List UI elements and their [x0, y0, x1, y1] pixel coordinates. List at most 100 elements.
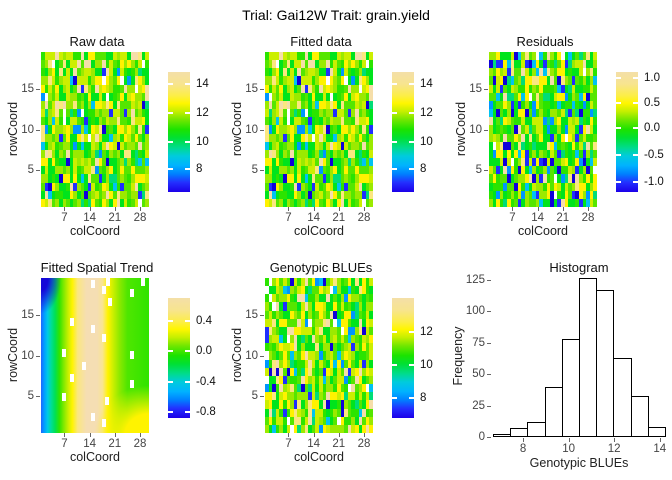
heatmap-cell — [138, 52, 143, 61]
heatmap-cell — [268, 294, 273, 303]
heatmap-cell — [535, 100, 540, 110]
heatmap-cell — [283, 351, 287, 360]
y-tick-mark — [36, 396, 40, 398]
heatmap-cell — [308, 100, 313, 110]
heatmap-cell — [535, 60, 540, 69]
heatmap-cell — [134, 92, 139, 102]
heatmap-cell — [575, 84, 580, 94]
heatmap-cell — [579, 198, 583, 207]
y-tick-mark — [487, 374, 491, 376]
heatmap-cell — [134, 109, 139, 118]
heatmap-cell — [362, 416, 367, 426]
heatmap-cell — [589, 68, 594, 77]
heatmap-cell — [496, 182, 501, 192]
heatmap-cell — [283, 343, 287, 352]
heatmap-cell — [510, 109, 515, 118]
legend-tick-mark — [168, 111, 173, 114]
heatmap-cell — [297, 343, 302, 352]
heatmap-cell — [329, 149, 334, 159]
heatmap-cell — [347, 52, 352, 61]
heatmap-cell — [66, 76, 71, 86]
heatmap-cell — [113, 158, 117, 167]
heatmap-cell — [326, 408, 331, 418]
heatmap-cell — [369, 278, 373, 287]
heatmap-cell — [499, 190, 504, 200]
heatmap-cell — [55, 190, 60, 200]
heatmap-cell — [589, 166, 594, 175]
heatmap-cell — [532, 166, 537, 175]
heatmap-cell — [272, 52, 277, 61]
heatmap-cell — [290, 166, 295, 175]
heatmap-cell — [286, 141, 291, 151]
heatmap-cell — [69, 92, 74, 102]
x-axis-label: colCoord — [69, 224, 121, 238]
heatmap-cell — [326, 84, 331, 94]
heatmap-cell — [283, 109, 287, 118]
color-legend: 12 10 8 — [392, 298, 433, 418]
legend-tick-label: -0.8 — [196, 406, 216, 418]
heatmap-cell — [59, 149, 63, 159]
heatmap-cell — [268, 343, 273, 352]
heatmap-cell — [297, 392, 302, 401]
heatmap-cell — [66, 117, 71, 126]
heatmap-cell — [73, 117, 78, 126]
heatmap-cell — [351, 149, 356, 159]
heatmap-cell — [109, 190, 114, 200]
heatmap-cell — [333, 117, 338, 126]
heatmap-cell — [329, 359, 334, 369]
legend-tick-mark — [392, 111, 397, 114]
heatmap-cell — [51, 60, 56, 69]
heatmap-cell — [358, 158, 363, 167]
heatmap-cell — [326, 286, 331, 295]
heatmap-cell — [358, 52, 363, 61]
missing-value-marker — [101, 333, 106, 342]
y-tick-label: 5 — [27, 164, 34, 177]
heatmap-cell — [293, 384, 298, 393]
heatmap-cell — [283, 76, 287, 86]
heatmap-cell — [77, 149, 81, 159]
heatmap-cell — [131, 125, 135, 134]
heatmap-cell — [279, 158, 284, 167]
heatmap-cell — [365, 182, 370, 192]
heatmap-cell — [507, 198, 511, 207]
heatmap-cell — [322, 367, 327, 377]
heatmap-cell — [351, 109, 356, 118]
heatmap-cell — [77, 141, 81, 151]
heatmap-cell — [340, 286, 345, 295]
heatmap-cell — [283, 326, 287, 336]
heatmap-cell — [550, 76, 555, 86]
heatmap-cell — [279, 68, 284, 77]
heatmap-cell — [369, 408, 373, 418]
heatmap-cell — [301, 359, 305, 369]
heatmap-cell — [123, 52, 128, 61]
heatmap-cell — [293, 100, 298, 110]
heatmap-cell — [138, 100, 143, 110]
missing-value-marker — [105, 278, 110, 286]
heatmap-cell — [329, 100, 334, 110]
heatmap-cell — [319, 294, 323, 303]
heatmap-cell — [535, 109, 540, 118]
legend-tick-mark — [633, 181, 638, 184]
heatmap-cell — [315, 351, 320, 360]
heatmap-cell — [51, 109, 56, 118]
heatmap-cell — [337, 302, 341, 312]
heatmap-cell — [44, 109, 49, 118]
heatmap-cell — [301, 408, 305, 418]
heatmap-cell — [308, 326, 313, 336]
heatmap-cell — [275, 424, 280, 433]
heatmap-cell — [120, 133, 125, 143]
x-tick-label: 21 — [556, 212, 570, 224]
heatmap-cell — [593, 141, 597, 151]
heatmap-cell — [131, 52, 135, 61]
heatmap-cell — [268, 84, 273, 94]
heatmap-cell — [362, 278, 367, 287]
heatmap-cell — [283, 92, 287, 102]
heatmap-cell — [286, 166, 291, 175]
x-tick-label: 7 — [285, 212, 292, 224]
heatmap-cell — [347, 149, 352, 159]
heatmap-cell — [528, 92, 533, 102]
heatmap-cell — [293, 278, 298, 287]
heatmap-cell — [315, 310, 320, 320]
heatmap-cell — [272, 294, 277, 303]
heatmap-cell — [319, 424, 323, 433]
